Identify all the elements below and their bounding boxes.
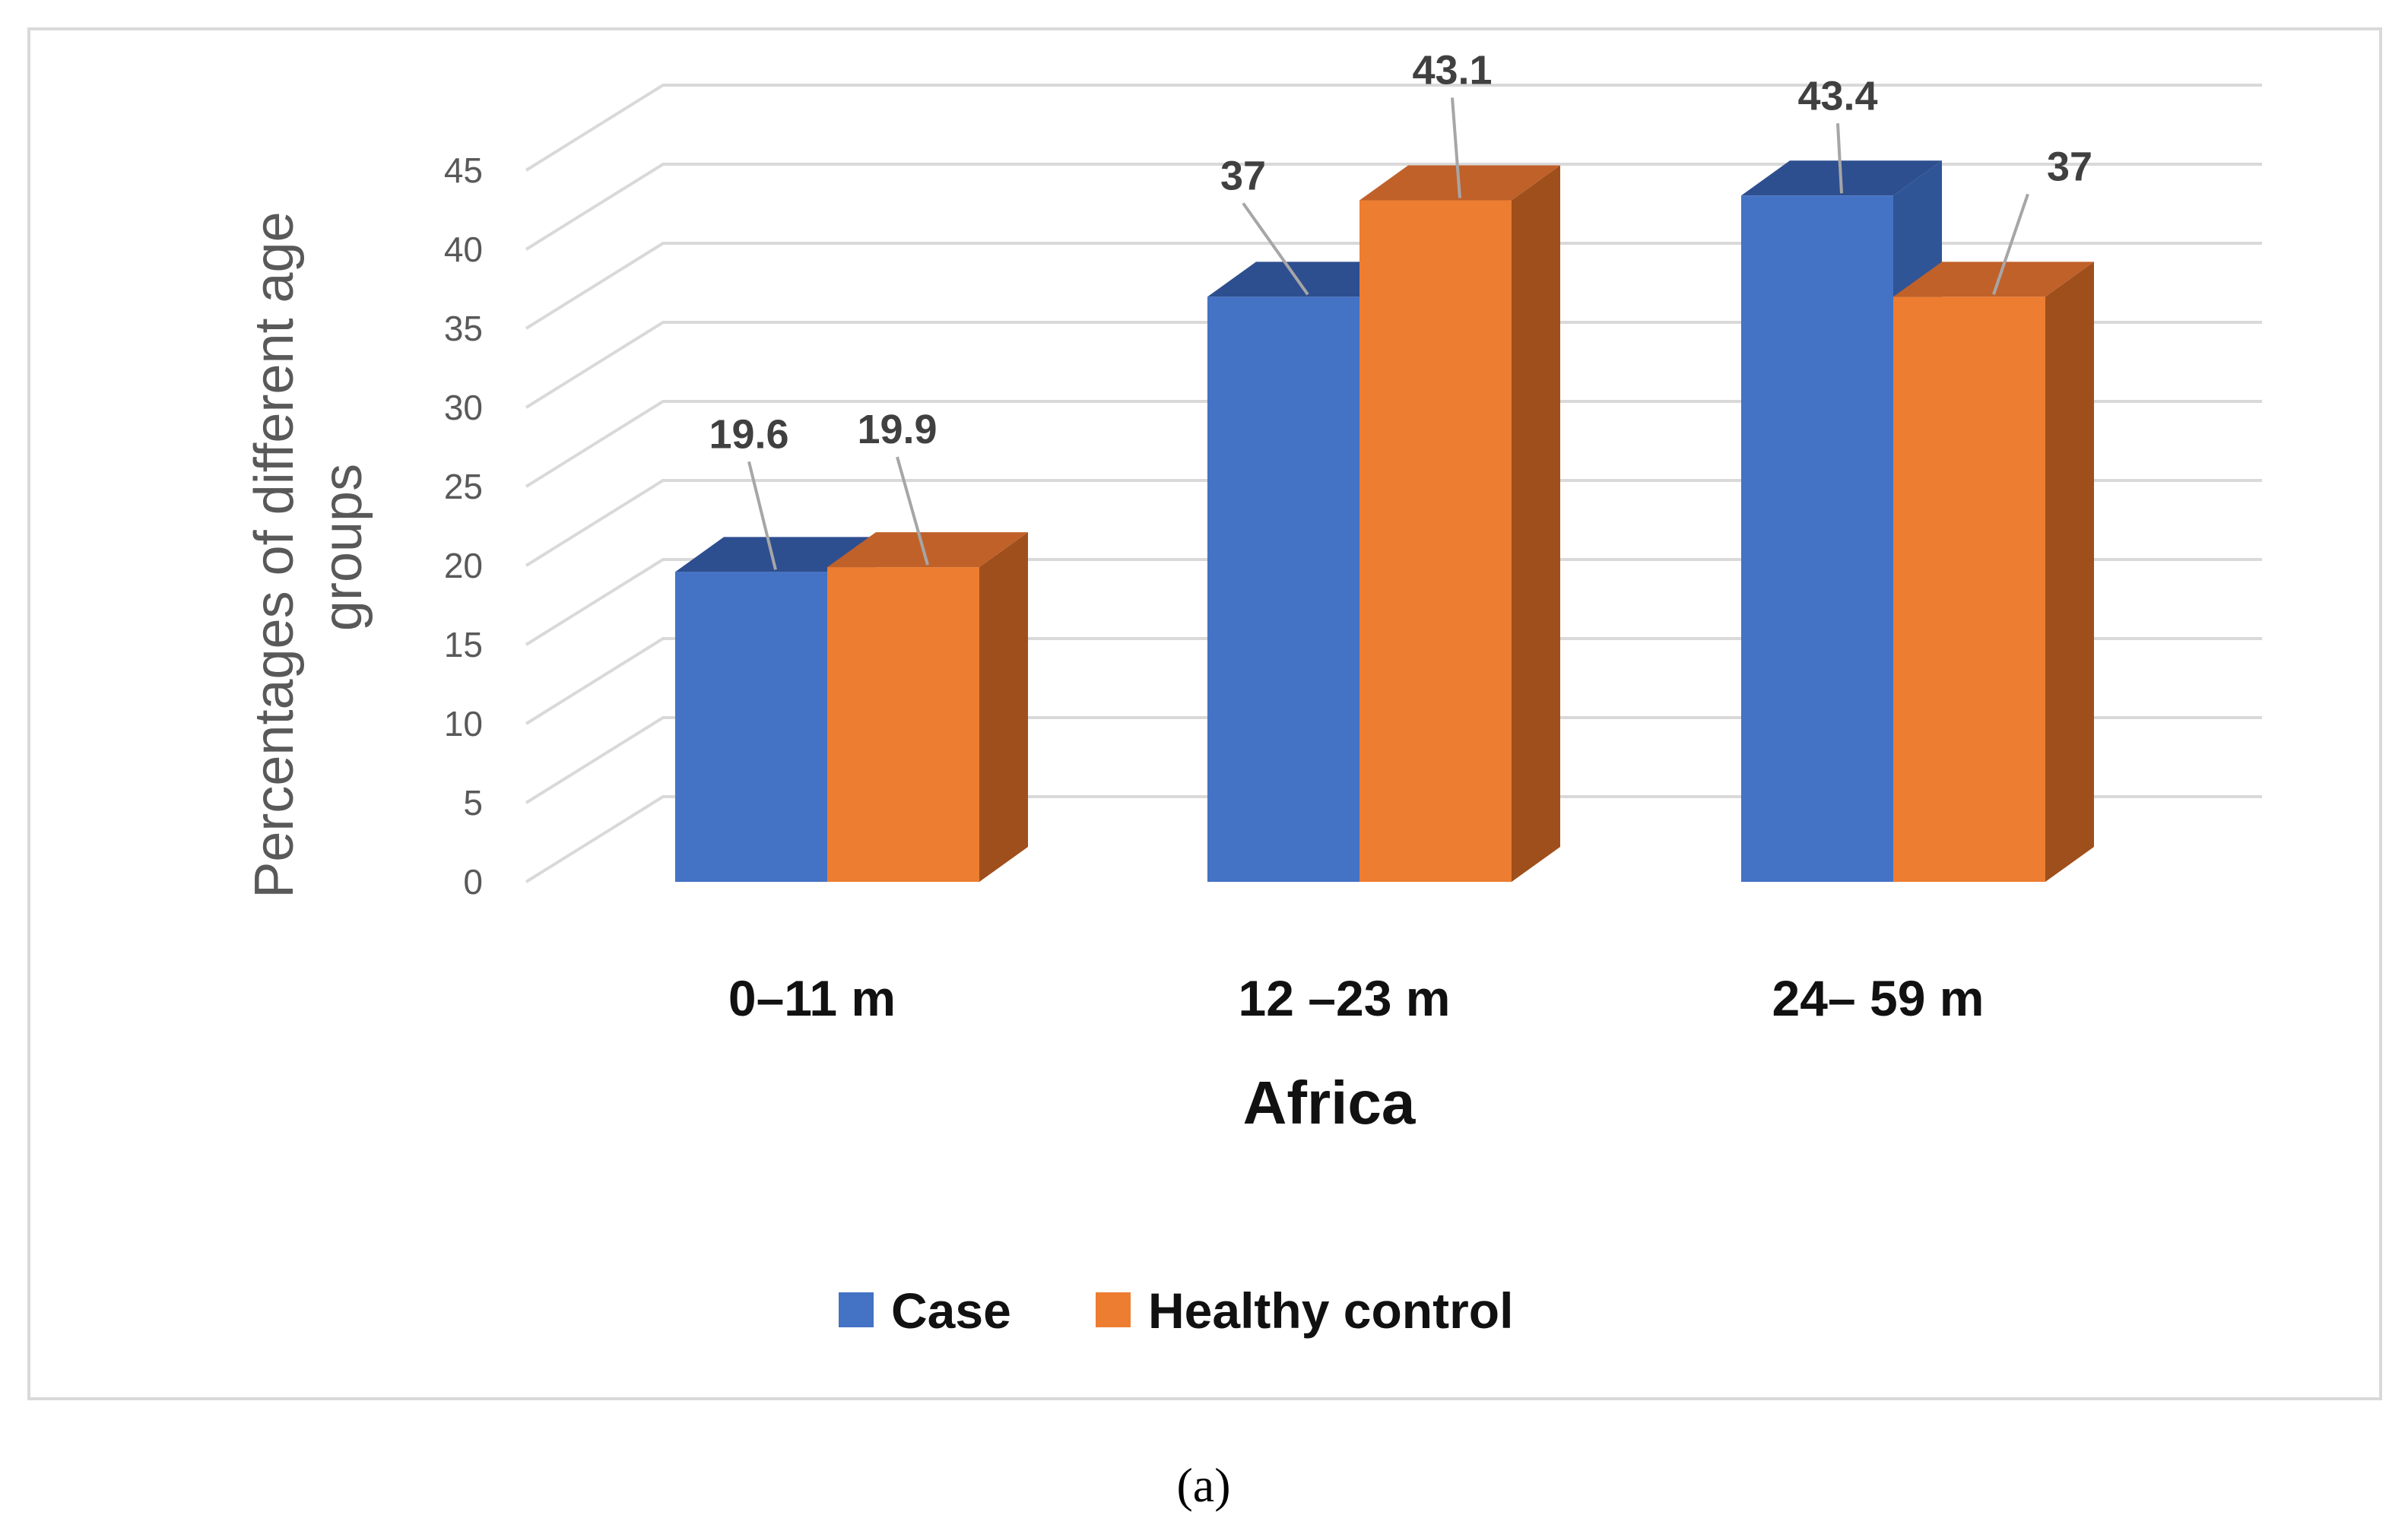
gridline-0 [525, 795, 2262, 883]
bar-healthy-control-0-11-m-top [827, 532, 1028, 568]
y-tick-10: 10 [444, 704, 483, 743]
y-axis-title-line-2: groups [313, 464, 373, 631]
leader-case-0-11-m [747, 461, 777, 570]
bar-case-12-23-m-top [1207, 262, 1408, 297]
y-axis-ticks: 0 5 10 15 20 25 30 35 40 45 [444, 151, 483, 902]
bar-case-24-59-m [1741, 195, 1893, 882]
gridline-45 [525, 84, 2262, 172]
x-axis-title: Africa [1243, 1069, 1416, 1136]
y-tick-0: 0 [463, 862, 483, 902]
gridline-25 [525, 400, 2262, 488]
y-tick-40: 40 [444, 230, 483, 269]
data-label-case-12-23-m: 37 [1220, 153, 1266, 198]
y-tick-5: 5 [463, 783, 483, 823]
bar-healthy-control-12-23-m-side [1512, 165, 1560, 882]
y-tick-30: 30 [444, 388, 483, 427]
leader-case-12-23-m [1242, 202, 1309, 296]
bar-healthy-control-0-11-m-side [979, 532, 1028, 882]
bar-healthy-control-24-59-m-side [2045, 262, 2094, 882]
legend-swatch-healthy-control [1096, 1292, 1131, 1327]
leader-healthy-control-0-11-m [896, 456, 929, 566]
y-tick-45: 45 [444, 151, 483, 190]
legend-label-healthy-control: Healthy control [1148, 1282, 1513, 1339]
bar-healthy-control-12-23-m [1359, 200, 1512, 882]
legend: Case Healthy control [839, 1282, 1513, 1339]
leader-case-24-59-m [1836, 123, 1843, 194]
data-labels: 19.6 19.9 37 43.1 43.4 37 [709, 48, 2092, 570]
x-category-12-23-m: 12 –23 m [1239, 970, 1451, 1026]
x-axis-categories: 0–11 m 12 –23 m 24– 59 m [728, 970, 1984, 1026]
x-category-0-11-m: 0–11 m [728, 970, 896, 1026]
y-tick-20: 20 [444, 546, 483, 585]
bar-healthy-control-0-11-m [827, 567, 979, 882]
gridline-30 [525, 321, 2262, 409]
legend-swatch-case [839, 1292, 874, 1327]
leader-healthy-control-12-23-m [1451, 97, 1461, 198]
leader-healthy-control-24-59-m [1992, 193, 2029, 296]
y-tick-35: 35 [444, 309, 483, 348]
data-label-case-24-59-m: 43.4 [1797, 73, 1877, 119]
data-label-healthy-control-0-11-m: 19.9 [857, 407, 937, 452]
gridline-40 [525, 163, 2262, 251]
gridline-15 [525, 558, 2262, 646]
data-label-healthy-control-12-23-m: 43.1 [1412, 48, 1492, 94]
legend-label-case: Case [891, 1282, 1011, 1339]
gridline-20 [525, 479, 2262, 567]
bars [675, 160, 2094, 882]
y-tick-15: 15 [444, 625, 483, 664]
y-axis-title-line-1: Percentages of different age [244, 211, 305, 898]
y-axis-title: Percentages of different age groups [244, 196, 373, 898]
y-tick-25: 25 [444, 467, 483, 506]
bar-case-0-11-m [675, 572, 827, 882]
gridline-35 [525, 242, 2262, 330]
gridlines [525, 84, 2262, 883]
gridline-5 [525, 716, 2262, 804]
panel-label: (a) [1176, 1458, 1230, 1512]
data-label-case-0-11-m: 19.6 [709, 411, 788, 457]
bar-healthy-control-24-59-m [1893, 296, 2045, 882]
bar-healthy-control-24-59-m-top [1893, 262, 2094, 297]
bar-case-0-11-m-top [675, 537, 876, 572]
x-category-24-59-m: 24– 59 m [1772, 970, 1984, 1026]
bar-case-12-23-m [1207, 296, 1359, 882]
data-label-healthy-control-24-59-m: 37 [2047, 144, 2092, 189]
gridline-10 [525, 637, 2262, 725]
